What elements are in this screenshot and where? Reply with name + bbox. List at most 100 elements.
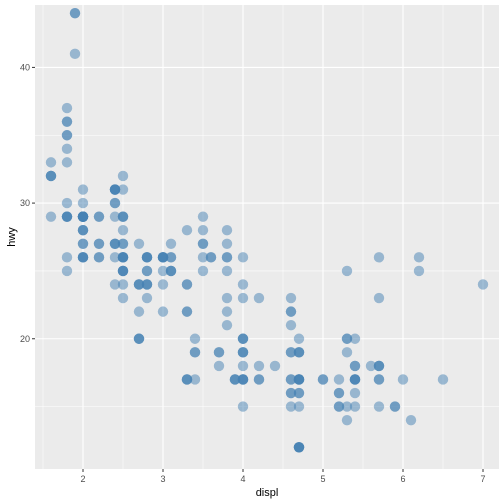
- data-point: [229, 374, 241, 385]
- data-point: [373, 292, 385, 304]
- data-point: [117, 292, 129, 304]
- x-axis-ticks: 2 3 4 5 6 7: [80, 469, 486, 484]
- data-point: [341, 401, 353, 412]
- y-tick-label: 40: [20, 62, 30, 72]
- data-point: [61, 157, 73, 168]
- data-point: [221, 265, 233, 277]
- data-point: [333, 374, 345, 385]
- data-point: [293, 442, 305, 453]
- data-point: [373, 401, 385, 412]
- data-point: [61, 197, 73, 209]
- data-point: [77, 211, 89, 222]
- data-point: [285, 374, 297, 385]
- data-point: [237, 401, 249, 412]
- data-point: [109, 279, 121, 290]
- data-point: [109, 184, 121, 195]
- data-point: [77, 197, 89, 209]
- data-point: [45, 211, 57, 222]
- data-point: [93, 238, 105, 249]
- data-point: [197, 211, 209, 222]
- data-point: [285, 319, 297, 331]
- data-point: [237, 347, 249, 358]
- data-point: [77, 184, 89, 195]
- data-point: [133, 279, 145, 290]
- data-point: [133, 333, 145, 344]
- data-point: [197, 265, 209, 277]
- data-point: [181, 279, 193, 290]
- data-point: [237, 374, 249, 385]
- data-point: [413, 252, 425, 263]
- data-point: [349, 401, 361, 412]
- y-tick-label: 30: [20, 198, 30, 208]
- data-point: [69, 7, 81, 19]
- data-point: [341, 414, 353, 426]
- data-point: [405, 414, 417, 426]
- data-point: [373, 252, 385, 263]
- data-point: [221, 319, 233, 331]
- x-tick-label: 3: [160, 474, 165, 484]
- data-point: [165, 238, 177, 249]
- data-point: [117, 211, 129, 222]
- x-tick-label: 7: [480, 474, 485, 484]
- data-point: [293, 347, 305, 358]
- data-point: [77, 238, 89, 249]
- data-point: [373, 360, 385, 372]
- data-points: [45, 7, 489, 453]
- data-point: [61, 252, 73, 263]
- data-point: [293, 374, 305, 385]
- data-point: [117, 238, 129, 249]
- data-point: [61, 130, 73, 141]
- data-point: [437, 374, 449, 385]
- data-point: [413, 265, 425, 277]
- x-tick-label: 5: [320, 474, 325, 484]
- data-point: [133, 238, 145, 249]
- data-point: [165, 265, 177, 277]
- data-point: [141, 292, 153, 304]
- x-tick-label: 2: [80, 474, 85, 484]
- data-point: [61, 116, 73, 127]
- data-point: [61, 265, 73, 277]
- data-point: [213, 347, 225, 358]
- data-point: [293, 387, 305, 399]
- data-point: [45, 170, 57, 182]
- data-point: [341, 265, 353, 277]
- data-point: [109, 252, 121, 263]
- data-point: [189, 374, 201, 385]
- data-point: [333, 387, 345, 399]
- data-point: [109, 197, 121, 209]
- data-point: [117, 225, 129, 236]
- data-point: [365, 360, 377, 372]
- data-point: [189, 347, 201, 358]
- data-point: [109, 238, 121, 249]
- data-point: [349, 360, 361, 372]
- data-point: [253, 292, 265, 304]
- data-point: [109, 211, 121, 222]
- plot-panel: [35, 5, 499, 469]
- y-tick-label: 20: [20, 334, 30, 344]
- data-point: [397, 374, 409, 385]
- data-point: [117, 252, 129, 263]
- data-point: [317, 374, 329, 385]
- gridlines: [35, 5, 499, 469]
- data-point: [237, 360, 249, 372]
- data-point: [285, 292, 297, 304]
- data-point: [181, 225, 193, 236]
- x-axis-title: displ: [256, 487, 279, 499]
- data-point: [285, 347, 297, 358]
- data-point: [157, 279, 169, 290]
- data-point: [189, 333, 201, 344]
- data-point: [285, 387, 297, 399]
- data-point: [253, 374, 265, 385]
- data-point: [61, 102, 73, 114]
- data-point: [237, 292, 249, 304]
- data-point: [269, 360, 281, 372]
- data-point: [341, 333, 353, 344]
- data-point: [373, 374, 385, 385]
- data-point: [181, 306, 193, 317]
- data-point: [157, 306, 169, 317]
- data-point: [197, 225, 209, 236]
- data-point: [389, 401, 401, 412]
- data-point: [333, 401, 345, 412]
- data-point: [349, 387, 361, 399]
- data-point: [69, 48, 81, 60]
